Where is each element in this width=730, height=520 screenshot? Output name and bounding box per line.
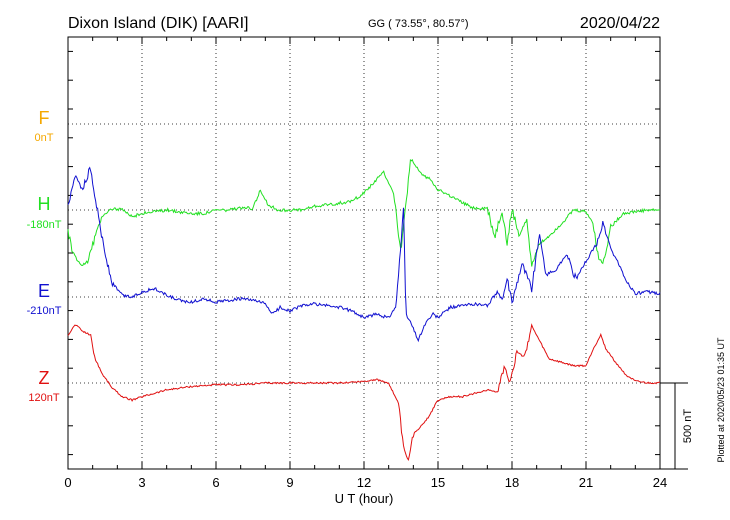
x-tick-label: 21 bbox=[579, 475, 593, 490]
x-tick-label: 15 bbox=[431, 475, 445, 490]
x-tick-labels: 0 3 6 9 12 15 18 21 24 bbox=[64, 475, 667, 490]
baseline-label-h: -180nT bbox=[27, 219, 62, 231]
component-label-f: F bbox=[39, 108, 50, 128]
component-label-h: H bbox=[38, 194, 51, 214]
grid-lines bbox=[68, 37, 660, 469]
date-label: 2020/04/22 bbox=[580, 15, 660, 32]
x-tick-label: 12 bbox=[357, 475, 371, 490]
baseline-label-z: 120nT bbox=[28, 392, 59, 404]
x-tick-label: 3 bbox=[138, 475, 145, 490]
series-e-line bbox=[67, 166, 661, 343]
scale-bar-label: 500 nT bbox=[682, 409, 694, 444]
x-tick-label: 24 bbox=[653, 475, 667, 490]
baseline-label-f: 0nT bbox=[35, 132, 54, 144]
x-tick-label: 0 bbox=[64, 475, 71, 490]
series-h-line bbox=[67, 158, 661, 267]
component-label-e: E bbox=[38, 281, 50, 301]
baseline-label-e: -210nT bbox=[27, 305, 62, 317]
x-tick-label: 18 bbox=[505, 475, 519, 490]
x-axis-title: U T (hour) bbox=[335, 491, 394, 506]
axis-ticks bbox=[67, 37, 661, 469]
x-tick-label: 6 bbox=[212, 475, 219, 490]
component-labels: F 0nT H -180nT E -210nT Z 120nT bbox=[27, 108, 62, 404]
series-z-line bbox=[67, 323, 661, 462]
station-title: Dixon Island (DIK) [AARI] bbox=[68, 15, 249, 32]
scale-bar: 500 nT bbox=[660, 382, 694, 470]
station-coordinates: GG ( 73.55°, 80.57°) bbox=[368, 18, 469, 30]
x-tick-label: 9 bbox=[286, 475, 293, 490]
plotted-timestamp: Plotted at 2020/05/23 01:35 UT bbox=[716, 337, 726, 463]
component-label-z: Z bbox=[39, 368, 50, 388]
